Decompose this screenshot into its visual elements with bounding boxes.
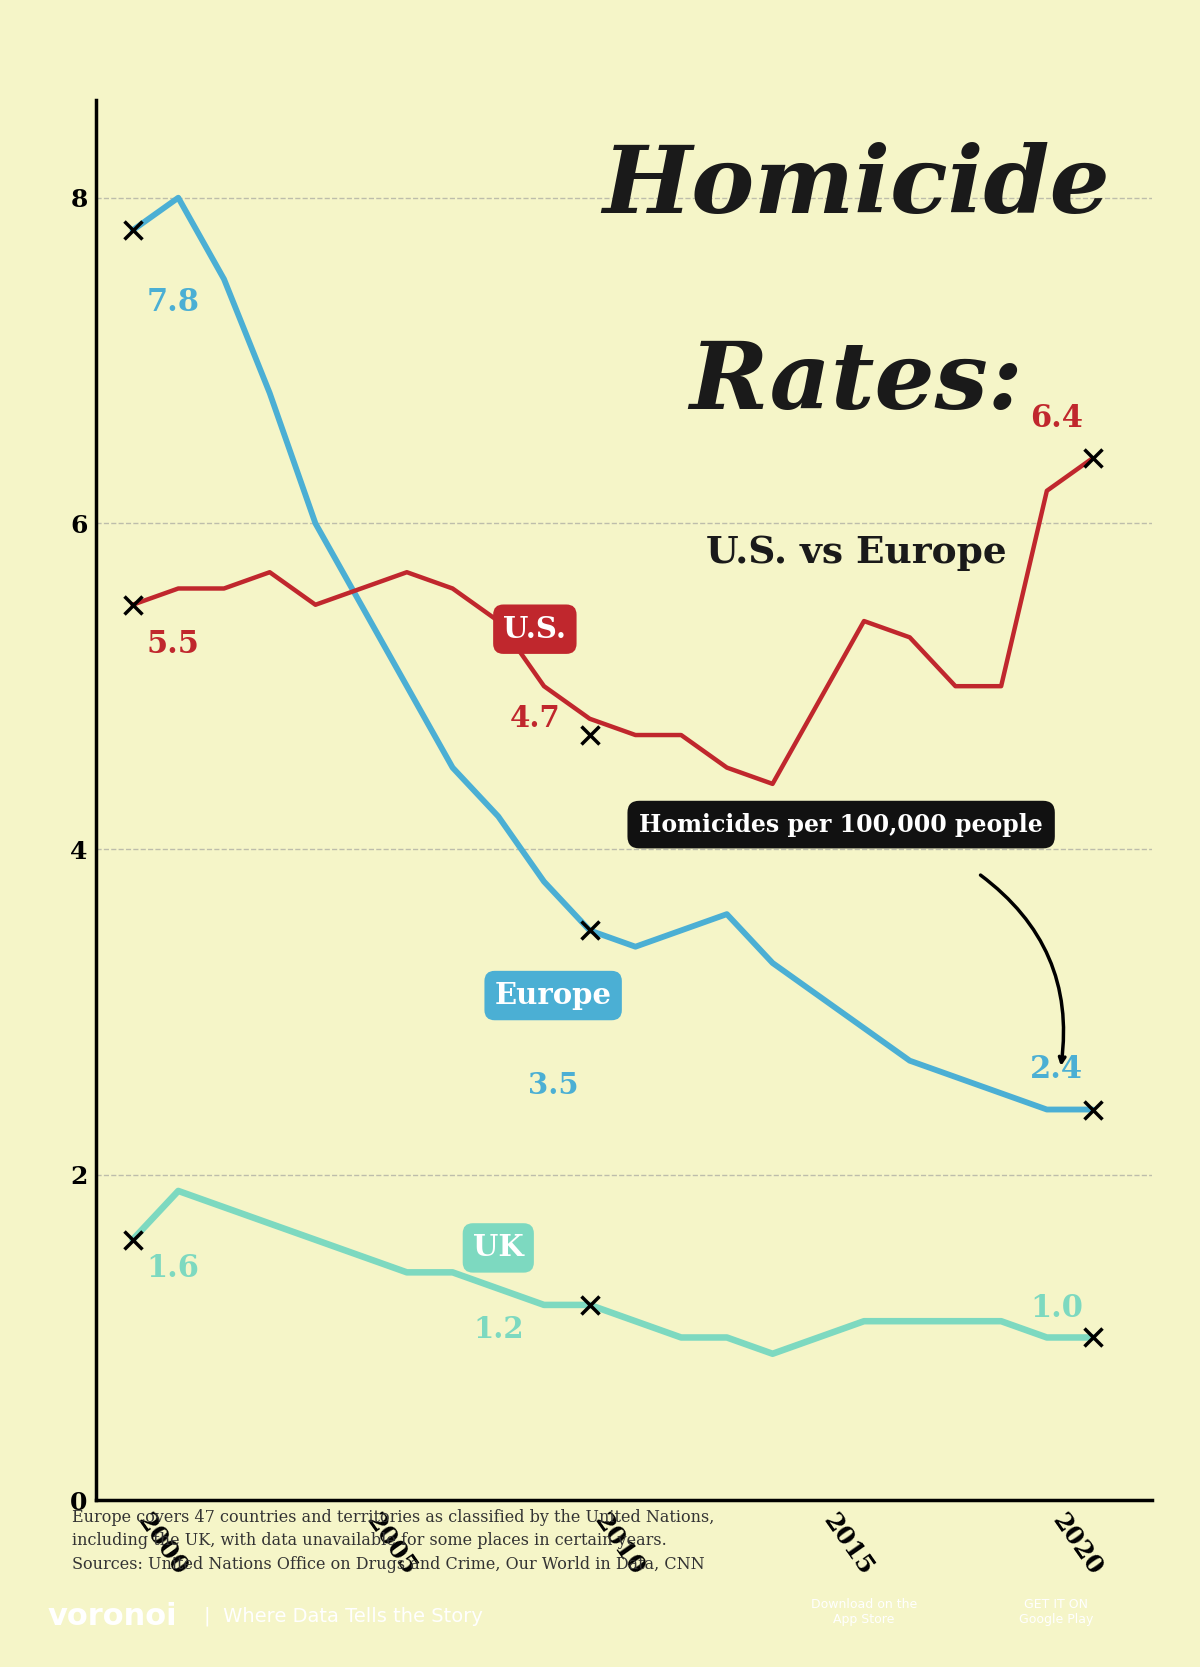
Text: Rates:: Rates: bbox=[690, 338, 1024, 428]
Text: U.S.: U.S. bbox=[503, 615, 566, 643]
Text: 5.5: 5.5 bbox=[146, 628, 199, 660]
Text: Homicides per 100,000 people: Homicides per 100,000 people bbox=[640, 812, 1043, 837]
Text: Europe: Europe bbox=[494, 982, 612, 1010]
Text: Homicide: Homicide bbox=[602, 142, 1110, 232]
Text: 4.7: 4.7 bbox=[510, 703, 560, 733]
Text: 2.4: 2.4 bbox=[1031, 1054, 1084, 1085]
Text: 3.5: 3.5 bbox=[528, 1070, 578, 1100]
Text: GET IT ON
Google Play: GET IT ON Google Play bbox=[1019, 1599, 1093, 1625]
Text: 7.8: 7.8 bbox=[146, 287, 199, 318]
Text: U.S. vs Europe: U.S. vs Europe bbox=[706, 533, 1007, 572]
Text: 1.0: 1.0 bbox=[1031, 1294, 1084, 1325]
Text: voronoi: voronoi bbox=[48, 1602, 178, 1630]
Text: 1.2: 1.2 bbox=[473, 1315, 523, 1344]
Text: Europe covers 47 countries and territories as classified by the United Nations,
: Europe covers 47 countries and territori… bbox=[72, 1509, 714, 1572]
Text: 1.6: 1.6 bbox=[146, 1254, 199, 1284]
Text: 6.4: 6.4 bbox=[1031, 403, 1084, 433]
Text: UK: UK bbox=[473, 1234, 523, 1262]
Text: |  Where Data Tells the Story: | Where Data Tells the Story bbox=[204, 1607, 482, 1627]
Text: Download on the
App Store: Download on the App Store bbox=[811, 1599, 917, 1625]
